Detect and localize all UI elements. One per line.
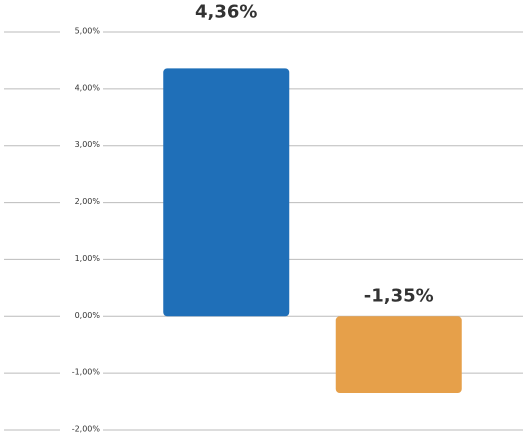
bar bbox=[335, 316, 462, 394]
y-tick-label: 3,00% bbox=[75, 140, 101, 149]
bar bbox=[163, 68, 290, 317]
y-tick-label: 0,00% bbox=[75, 311, 101, 320]
y-tick-label: 2,00% bbox=[75, 197, 101, 206]
y-tick-label: -2,00% bbox=[72, 425, 101, 433]
y-tick-label: 4,00% bbox=[75, 83, 101, 92]
value-label: 4,36% bbox=[195, 1, 257, 22]
value-label: -1,35% bbox=[364, 285, 434, 306]
y-tick-label: 5,00% bbox=[75, 27, 101, 36]
y-tick-label: 1,00% bbox=[75, 254, 101, 263]
y-tick-label: -1,00% bbox=[72, 368, 101, 377]
